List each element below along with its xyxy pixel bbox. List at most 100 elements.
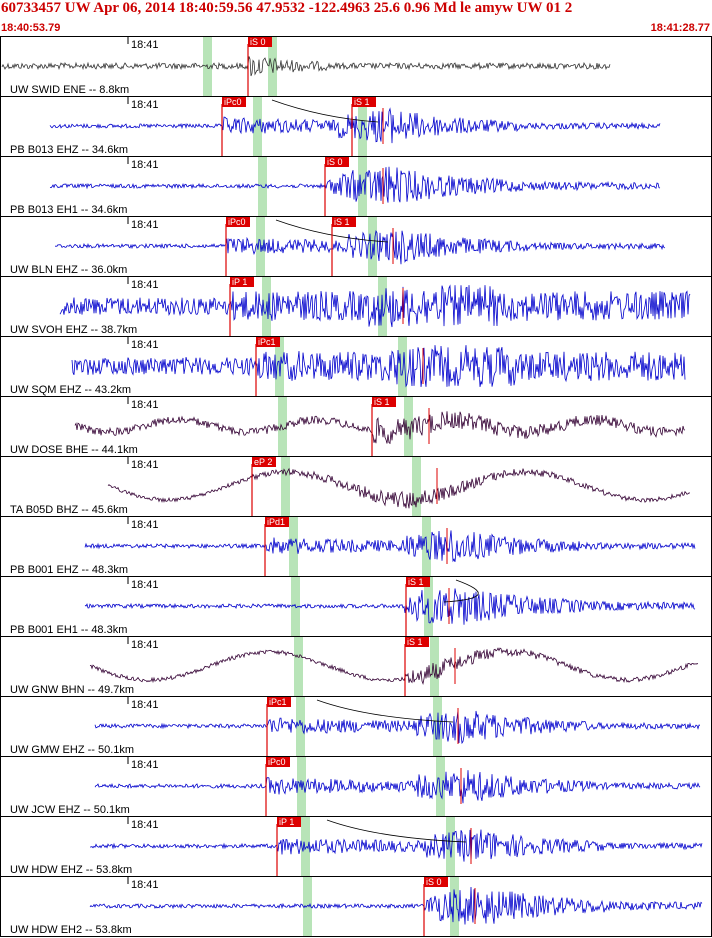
s-window-band xyxy=(358,157,367,216)
trace-panel[interactable]: 18:41 iPc0 UW JCW EHZ -- 50.1km xyxy=(0,756,712,817)
pick-box[interactable] xyxy=(277,817,301,827)
p-window-band xyxy=(281,457,290,516)
trace-panel[interactable]: 18:41 iPd1 PB B001 EHZ -- 48.3km xyxy=(0,516,712,577)
trace-panel[interactable]: 18:41 iPc0 iS 1 PB B013 EHZ -- 34.6km xyxy=(0,96,712,157)
window-start-time: 18:40:53.79 xyxy=(1,22,61,34)
trace-panel[interactable]: 18:41 iP 1 UW HDW EHZ -- 53.8km xyxy=(0,816,712,877)
pick-box[interactable] xyxy=(230,277,254,287)
travel-time-curve xyxy=(271,99,379,123)
p-window-band xyxy=(294,637,303,696)
pick-box[interactable] xyxy=(252,457,276,467)
pick-label: iP 1 xyxy=(279,817,294,827)
waveform-trace xyxy=(71,345,686,388)
pick-box[interactable] xyxy=(248,37,272,47)
station-label: TA B05D BHZ -- 45.6km xyxy=(10,504,128,516)
pick-box[interactable] xyxy=(265,517,289,527)
trace-panel[interactable]: 18:41 iS 1 PB B001 EH1 -- 48.3km xyxy=(0,576,712,637)
waveform-trace xyxy=(49,107,661,144)
time-tick-label: 18:41 xyxy=(131,279,159,291)
station-label: UW HDW EH2 -- 53.8km xyxy=(10,924,132,936)
s-window-band xyxy=(436,757,445,816)
trace-panel[interactable]: 18:41 iP 1 UW SVOH EHZ -- 38.7km xyxy=(0,276,712,337)
time-tick-label: 18:41 xyxy=(131,879,159,891)
pick-label: iPc0 xyxy=(268,757,286,767)
pick-box[interactable] xyxy=(222,97,246,107)
s-window-band xyxy=(430,637,439,696)
pick-label: iS 1 xyxy=(407,637,423,647)
station-label: UW SQM EHZ -- 43.2km xyxy=(10,384,131,396)
pick-box[interactable] xyxy=(256,337,280,347)
trace-panel[interactable]: 18:41 iPc0 iS 1 UW BLN EHZ -- 36.0km xyxy=(0,216,712,277)
time-tick-label: 18:41 xyxy=(131,759,159,771)
second-pick-box[interactable] xyxy=(332,217,356,227)
pick-label: iS 0 xyxy=(327,157,343,167)
pick-box[interactable] xyxy=(372,397,396,407)
pick-label: iPc1 xyxy=(258,337,276,347)
station-label: UW SWID ENE -- 8.8km xyxy=(10,84,129,96)
trace-panel[interactable]: 18:41 iS 0 UW SWID ENE -- 8.8km xyxy=(0,36,712,97)
pick-box[interactable] xyxy=(424,877,448,887)
pick-label: iPc0 xyxy=(224,97,242,107)
time-tick-label: 18:41 xyxy=(131,339,159,351)
station-label: PB B001 EHZ -- 48.3km xyxy=(10,564,128,576)
pick-box[interactable] xyxy=(267,697,291,707)
waveform-trace xyxy=(89,886,703,925)
waveform-trace xyxy=(59,284,691,328)
station-label: PB B001 EH1 -- 48.3km xyxy=(10,624,127,636)
time-tick-label: 18:41 xyxy=(131,459,159,471)
trace-panel[interactable]: 18:41 iS 1 UW DOSE BHE -- 44.1km xyxy=(0,396,712,457)
pick-box[interactable] xyxy=(325,157,349,167)
travel-time-curve xyxy=(326,819,467,843)
pick-box[interactable] xyxy=(226,217,250,227)
pick-box[interactable] xyxy=(266,757,290,767)
p-window-band xyxy=(253,97,262,156)
time-tick-label: 18:41 xyxy=(131,699,159,711)
station-label: UW DOSE BHE -- 44.1km xyxy=(10,444,138,456)
trace-panel[interactable]: 18:41 iS 0 UW HDW EH2 -- 53.8km xyxy=(0,876,712,937)
waveform-trace xyxy=(94,710,701,745)
second-pick-label: iS 1 xyxy=(334,217,350,227)
waveform-trace xyxy=(49,166,661,203)
pick-label: iS 0 xyxy=(250,37,266,47)
pick-box[interactable] xyxy=(405,637,429,647)
p-window-band xyxy=(258,157,267,216)
time-tick-label: 18:41 xyxy=(131,219,159,231)
station-label: UW GNW BHN -- 49.7km xyxy=(10,684,134,696)
trace-panel[interactable]: 18:41 iS 1 UW GNW BHN -- 49.7km xyxy=(0,636,712,697)
waveform-trace xyxy=(90,829,703,863)
second-pick-box[interactable] xyxy=(352,97,376,107)
time-tick-label: 18:41 xyxy=(131,579,159,591)
station-label: UW SVOH EHZ -- 38.7km xyxy=(10,324,137,336)
travel-time-curve xyxy=(275,219,389,243)
s-window-band xyxy=(268,37,277,96)
waveform-trace xyxy=(84,588,696,625)
pick-label: iPc0 xyxy=(228,217,246,227)
waveform-trace xyxy=(107,467,691,509)
time-tick-label: 18:41 xyxy=(131,519,159,531)
station-label: UW HDW EHZ -- 53.8km xyxy=(10,864,132,876)
trace-panel[interactable]: 18:41 iPc1 UW GMW EHZ -- 50.1km xyxy=(0,696,712,757)
pick-box[interactable] xyxy=(406,577,430,587)
travel-time-curve xyxy=(443,579,479,603)
pick-label: iPd1 xyxy=(267,517,285,527)
time-tick-label: 18:41 xyxy=(131,159,159,171)
waveform-trace xyxy=(94,770,701,804)
trace-panel[interactable]: 18:41 iPc1 UW SQM EHZ -- 43.2km xyxy=(0,336,712,397)
s-window-band xyxy=(398,337,407,396)
s-window-band xyxy=(446,817,455,876)
trace-panel[interactable]: 18:41 iS 0 PB B013 EH1 -- 34.6km xyxy=(0,156,712,217)
pick-label: eP 2 xyxy=(254,457,272,467)
pick-label: iPc1 xyxy=(269,697,287,707)
station-label: PB B013 EH1 -- 34.6km xyxy=(10,204,127,216)
time-tick-label: 18:41 xyxy=(131,639,159,651)
window-end-time: 18:41:28.77 xyxy=(650,22,710,34)
trace-panel[interactable]: 18:41 eP 2 TA B05D BHZ -- 45.6km xyxy=(0,456,712,517)
pick-label: iS 1 xyxy=(408,577,424,587)
pick-label: iS 1 xyxy=(374,397,390,407)
p-window-band xyxy=(289,517,298,576)
pick-label: iP 1 xyxy=(232,277,247,287)
station-label: UW GMW EHZ -- 50.1km xyxy=(10,744,134,756)
station-label: UW BLN EHZ -- 36.0km xyxy=(10,264,127,276)
